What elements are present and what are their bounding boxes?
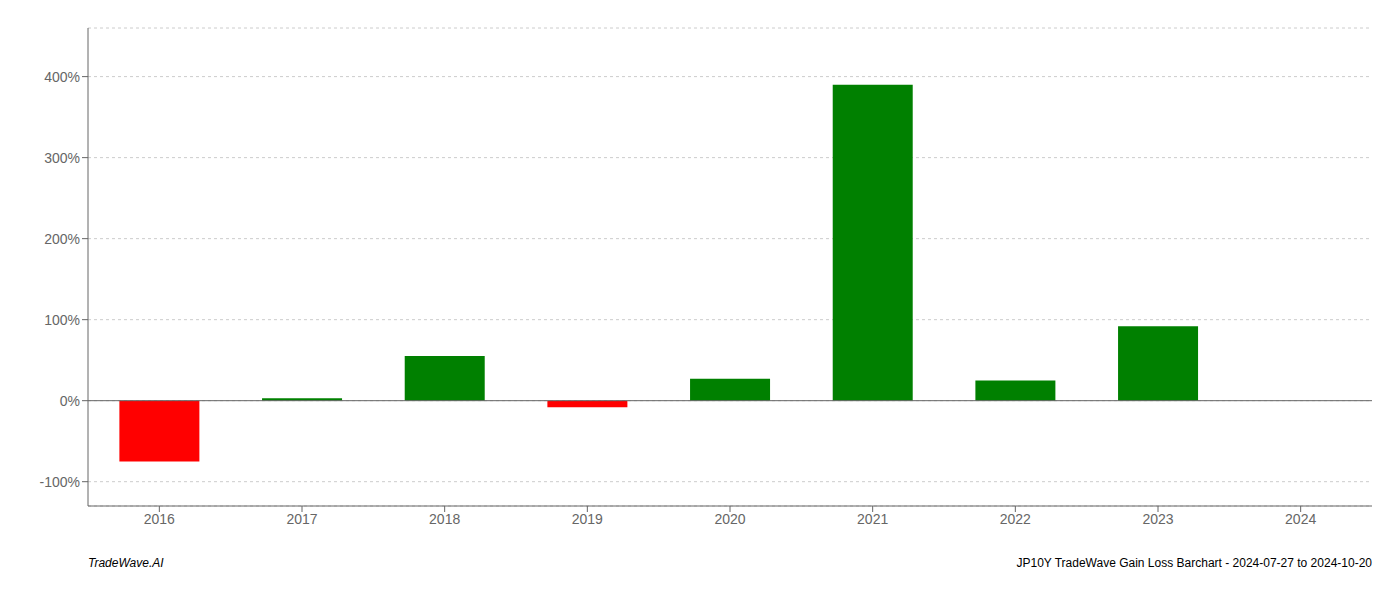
- svg-text:2023: 2023: [1142, 511, 1173, 527]
- svg-text:2020: 2020: [714, 511, 745, 527]
- svg-text:2017: 2017: [286, 511, 317, 527]
- svg-text:200%: 200%: [44, 231, 80, 247]
- svg-text:-100%: -100%: [40, 474, 80, 490]
- svg-text:300%: 300%: [44, 150, 80, 166]
- svg-text:2019: 2019: [572, 511, 603, 527]
- svg-text:2016: 2016: [144, 511, 175, 527]
- svg-text:400%: 400%: [44, 69, 80, 85]
- html-text:JP10Y TradeWave Gain Loss Barc: JP10Y TradeWave Gain Loss Barchart - 202…: [1016, 556, 1372, 570]
- svg-text:2018: 2018: [429, 511, 460, 527]
- svg-text:2022: 2022: [1000, 511, 1031, 527]
- html-text:TradeWave.AI: TradeWave.AI: [88, 556, 164, 570]
- svg-text:2021: 2021: [857, 511, 888, 527]
- svg-text:100%: 100%: [44, 312, 80, 328]
- svg-text:2024: 2024: [1285, 511, 1316, 527]
- svg-text:0%: 0%: [60, 393, 80, 409]
